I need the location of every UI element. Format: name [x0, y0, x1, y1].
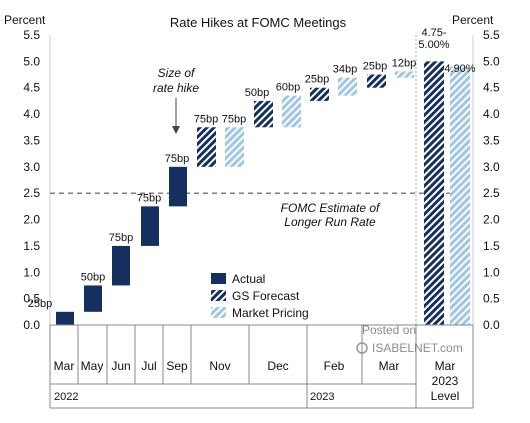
- y-tick-label-left: 2.0: [23, 213, 40, 227]
- bar-market-pricing: [338, 77, 357, 96]
- y-axis-left: 0.0 0.5 1.0 1.5 2.0 2.5 3.0 3.5 4.0 4.5 5.0 5.5: [23, 28, 40, 332]
- bar-actual: [84, 285, 102, 312]
- size-annotation-arrow-head: [172, 126, 180, 134]
- bar-label: 25bp: [28, 298, 52, 310]
- y-tick-label-left: 4.5: [23, 81, 40, 95]
- size-annotation-2: rate hike: [153, 81, 199, 95]
- bar-gs-forecast: [197, 127, 216, 167]
- legend: Actual GS Forecast Market Pricing: [211, 272, 309, 320]
- size-annotation-1: Size of: [158, 66, 196, 80]
- y-axis-label-right: Percent: [452, 13, 494, 27]
- y-tick-label-left: 0.0: [23, 318, 40, 332]
- bar-labels: 25bp 50bp 75bp 75bp 75bp 75bp 75bp 50bp 60bp 25bp…: [28, 27, 476, 310]
- x-tick-month: Dec: [267, 359, 288, 373]
- y-tick-label-left: 5.5: [23, 28, 40, 42]
- y-tick-label-left: 4.0: [23, 107, 40, 121]
- bar-gs-forecast: [310, 87, 329, 101]
- x-tick-level-label: Level: [431, 389, 460, 403]
- level-bar-label: 4.75-: [421, 27, 446, 39]
- legend-swatch-market-pricing: [211, 307, 226, 318]
- bar-label: 25bp: [363, 61, 387, 73]
- y-tick-label-left: 1.5: [23, 239, 40, 253]
- bar-label: 60bp: [276, 82, 300, 94]
- x-tick-month: Jun: [111, 359, 130, 373]
- y-tick-label-right: 0.5: [483, 292, 500, 306]
- legend-swatch-gs-forecast: [211, 290, 226, 301]
- y-axis-label-left: Percent: [4, 13, 46, 27]
- bar-label: 25bp: [305, 74, 329, 86]
- y-tick-label-right: 4.0: [483, 107, 500, 121]
- bars: [56, 61, 470, 326]
- legend-label-gs-forecast: GS Forecast: [232, 289, 300, 303]
- bar-market-pricing: [225, 127, 244, 167]
- legend-label-market-pricing: Market Pricing: [232, 306, 309, 320]
- y-tick-label-right: 0.0: [483, 318, 500, 332]
- y-tick-label-right: 1.5: [483, 239, 500, 253]
- x-tick-level-year: 2023: [432, 374, 459, 388]
- x-tick-month: Mar: [54, 359, 75, 373]
- reference-line-label-1: FOMC Estimate of: [281, 201, 381, 215]
- y-tick-label-right: 2.0: [483, 213, 500, 227]
- y-axis-right: 0.0 0.5 1.0 1.5 2.0 2.5 3.0 3.5 4.0 4.5 5.0 5.5: [483, 28, 500, 332]
- bar-label: 75bp: [165, 153, 189, 165]
- x-tick-month: Sep: [166, 359, 188, 373]
- bar-label: 12bp: [392, 57, 416, 69]
- y-tick-label-right: 3.0: [483, 160, 500, 174]
- bar-actual: [169, 166, 187, 207]
- x-tick-month: Mar: [379, 359, 400, 373]
- y-tick-label-left: 2.5: [23, 186, 40, 200]
- level-bar-gs-forecast: [424, 61, 444, 325]
- y-tick-label-right: 2.5: [483, 186, 500, 200]
- x-tick-month: Nov: [209, 359, 230, 373]
- y-tick-label-right: 5.5: [483, 28, 500, 42]
- y-tick-label-right: 4.5: [483, 81, 500, 95]
- bar-label: 50bp: [81, 271, 105, 283]
- bar-actual: [141, 206, 159, 246]
- bar-label: 50bp: [245, 87, 269, 99]
- bar-label: 75bp: [194, 113, 218, 125]
- x-tick-month: May: [81, 359, 104, 373]
- level-bar-label: 5.00%: [418, 39, 449, 51]
- x-tick-year: 2022: [54, 391, 78, 403]
- legend-swatch-actual: [211, 273, 226, 284]
- level-bar-label: 4.90%: [444, 63, 475, 75]
- y-tick-label-left: 3.0: [23, 160, 40, 174]
- bar-label: 34bp: [333, 64, 357, 76]
- y-tick-label-left: 0.5: [23, 292, 40, 306]
- y-tick-label-right: 3.5: [483, 133, 500, 147]
- reference-line-label-2: Longer Run Rate: [284, 215, 376, 229]
- level-bar-market-pricing: [450, 66, 470, 326]
- x-tick-level-month: Mar: [435, 359, 456, 373]
- y-tick-label-left: 3.5: [23, 133, 40, 147]
- watermark-posted-on: Posted on: [362, 323, 416, 337]
- bar-market-pricing: [395, 71, 414, 78]
- x-tick-month: Feb: [324, 359, 345, 373]
- y-tick-label-right: 1.0: [483, 265, 500, 279]
- chart-title: Rate Hikes at FOMC Meetings: [170, 15, 347, 30]
- bar-label: 75bp: [222, 113, 246, 125]
- x-axis-table: Mar May Jun Jul Sep Nov Dec Feb Mar Mar …: [49, 324, 474, 409]
- x-tick-month: Jul: [141, 359, 156, 373]
- y-tick-label-left: 5.0: [23, 54, 40, 68]
- bar-label: 75bp: [109, 232, 133, 244]
- y-tick-label-right: 5.0: [483, 54, 500, 68]
- bar-label: 75bp: [137, 192, 161, 204]
- bar-actual: [56, 311, 74, 325]
- legend-label-actual: Actual: [232, 272, 265, 286]
- bar-gs-forecast: [254, 100, 273, 128]
- watermark-site: ISABELNET.com: [372, 341, 463, 355]
- bar-market-pricing: [282, 95, 301, 128]
- bar-actual: [112, 245, 130, 286]
- y-tick-label-left: 1.0: [23, 265, 40, 279]
- x-tick-year: 2023: [310, 391, 334, 403]
- watermark: Posted on ISABELNET.com: [356, 323, 463, 355]
- bar-gs-forecast: [367, 74, 386, 88]
